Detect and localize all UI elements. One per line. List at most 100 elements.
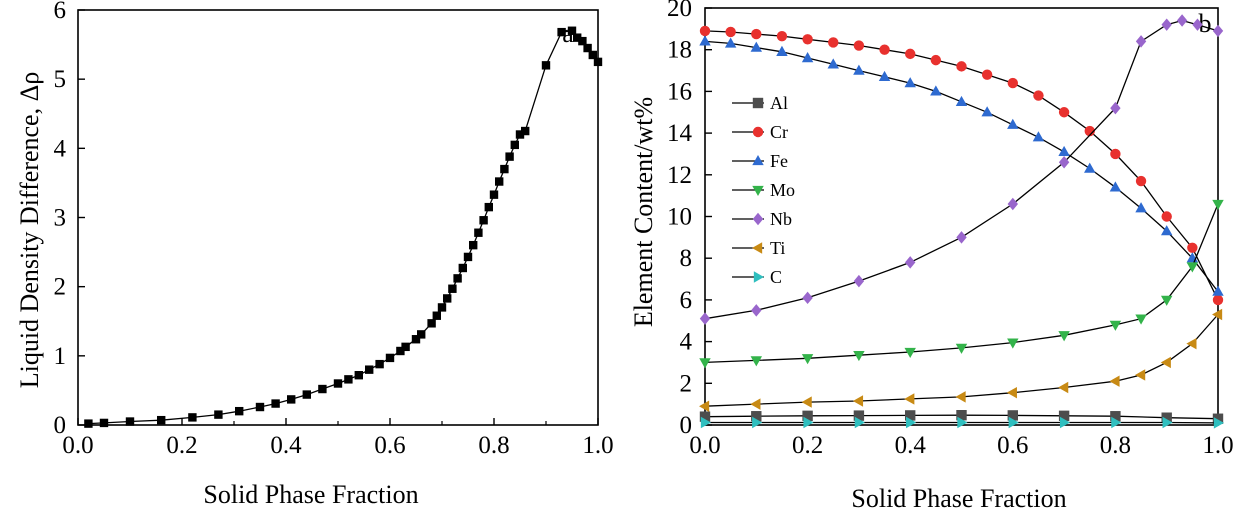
- data-point: [955, 391, 966, 403]
- data-point: [801, 354, 814, 365]
- data-point: [1176, 14, 1188, 27]
- legend-marker: [752, 126, 764, 138]
- data-point: [1162, 416, 1173, 429]
- data-point: [1186, 337, 1197, 350]
- legend-label: C: [770, 267, 782, 287]
- data-point: [957, 416, 968, 429]
- x-tick-label: 0.8: [1100, 432, 1131, 459]
- data-point: [1008, 416, 1019, 429]
- series-line: [88, 30, 599, 425]
- data-point: [1084, 125, 1095, 137]
- data-point: [904, 393, 915, 405]
- y-tick-label: 3: [54, 205, 67, 232]
- data-point: [801, 52, 814, 63]
- data-point: [1212, 199, 1224, 210]
- y-tick-label: 10: [667, 204, 692, 231]
- series-mo: [699, 199, 1224, 369]
- data-point: [1058, 145, 1070, 157]
- data-point: [588, 50, 597, 60]
- series-al: [699, 410, 1224, 424]
- data-point: [1059, 416, 1071, 429]
- series-cr: [699, 25, 1224, 306]
- ylabel-b: Element Content/wt%: [629, 97, 658, 327]
- series-line: [704, 314, 1219, 407]
- data-point: [803, 416, 814, 429]
- data-point: [751, 28, 762, 40]
- data-point: [776, 30, 788, 42]
- data-point: [354, 371, 363, 380]
- data-point: [750, 398, 761, 410]
- data-point: [188, 413, 197, 422]
- data-point: [751, 411, 762, 422]
- data-point: [583, 43, 592, 53]
- data-point: [1135, 369, 1146, 381]
- data-point: [541, 61, 551, 70]
- data-point: [396, 346, 405, 356]
- legend-label: Cr: [770, 122, 788, 142]
- legend-label: Nb: [770, 209, 792, 229]
- y-tick-label: 0: [680, 412, 693, 439]
- data-point: [411, 335, 421, 344]
- x-tick-label: 0.4: [270, 432, 302, 459]
- data-point: [700, 416, 711, 429]
- data-point: [401, 342, 410, 352]
- data-point: [427, 319, 436, 328]
- data-point: [1032, 131, 1045, 142]
- data-point: [955, 95, 968, 106]
- data-point: [878, 70, 891, 81]
- x-tick-label: 0.4: [895, 432, 927, 459]
- data-point: [1212, 285, 1224, 296]
- data-point: [724, 37, 737, 48]
- data-point: [515, 130, 525, 139]
- data-point: [879, 44, 890, 55]
- data-point: [955, 343, 968, 354]
- data-point: [479, 216, 488, 225]
- x-tick-label: 0.2: [792, 432, 823, 459]
- panel-label-b: b: [1199, 9, 1212, 38]
- data-point: [557, 27, 566, 37]
- data-point: [1160, 356, 1171, 369]
- data-point: [437, 303, 447, 312]
- data-point: [1212, 24, 1224, 38]
- legend-marker: [752, 97, 764, 109]
- data-point: [1110, 148, 1121, 160]
- data-point: [255, 402, 265, 412]
- data-point: [344, 375, 353, 384]
- data-point: [385, 353, 395, 363]
- data-point: [593, 57, 603, 67]
- ylabel-a: Liquid Density Difference, Δρ: [15, 72, 44, 389]
- data-point: [1110, 411, 1121, 422]
- data-point: [235, 406, 244, 416]
- data-point: [904, 347, 916, 359]
- legend-marker: [753, 271, 764, 283]
- series-ti: [699, 308, 1223, 412]
- data-point: [365, 365, 374, 374]
- data-point: [417, 330, 426, 339]
- y-tick-label: 2: [54, 274, 67, 301]
- y-tick-label: 5: [54, 66, 67, 93]
- data-point: [157, 415, 166, 425]
- y-tick-label: 14: [667, 120, 693, 147]
- data-point: [699, 25, 711, 37]
- data-point: [752, 416, 763, 429]
- data-point: [930, 85, 942, 96]
- data-point: [1007, 197, 1018, 211]
- data-point: [1109, 375, 1120, 387]
- legend-label: Ti: [770, 238, 785, 258]
- data-point: [1007, 410, 1018, 421]
- data-point: [125, 417, 135, 426]
- data-point: [750, 356, 763, 367]
- data-point: [505, 152, 514, 161]
- data-point: [904, 77, 916, 88]
- data-point: [1111, 416, 1122, 429]
- data-point: [905, 410, 916, 421]
- y-tick-label: 2: [680, 370, 693, 397]
- data-point: [578, 36, 587, 46]
- data-point: [453, 274, 462, 283]
- data-point: [801, 396, 812, 408]
- data-point: [1007, 338, 1019, 349]
- data-point: [271, 399, 280, 408]
- data-point: [1110, 101, 1121, 115]
- data-point: [500, 164, 509, 174]
- data-point: [1058, 381, 1069, 394]
